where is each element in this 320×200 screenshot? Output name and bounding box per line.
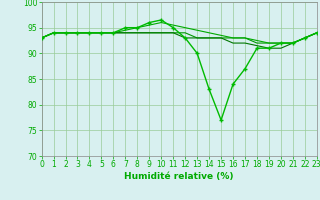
X-axis label: Humidité relative (%): Humidité relative (%) [124,172,234,181]
